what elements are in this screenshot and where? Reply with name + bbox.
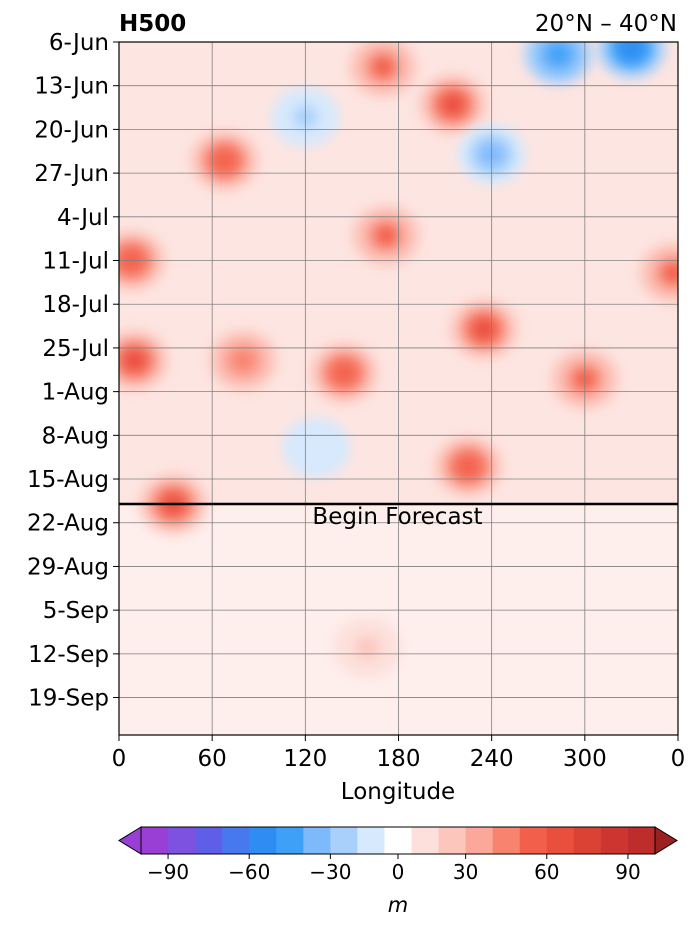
anomaly-blob [122,349,147,372]
colorbar-segment [492,827,521,854]
anomaly-field [119,42,678,735]
colorbar-label: m [388,893,408,917]
x-axis: 0 60 120 180 240 300 0 [112,735,686,772]
y-axis: 6-Jun 13-Jun 20-Jun 27-Jun 4-Jul 11-Jul 18-Jul… [27,30,119,712]
colorbar-segment [141,827,169,854]
x-axis-label: Longitude [341,779,455,805]
colorbar-tick-label: 60 [534,860,559,884]
anomaly-blob [304,436,329,459]
colorbar-segment [276,827,304,854]
y-tick-label: 15-Aug [27,467,109,493]
colorbar-tick-label: 30 [453,860,478,884]
colorbar-segment [438,827,467,854]
y-tick-label: 18-Jul [42,292,109,318]
y-tick-label: 4-Jul [57,205,109,231]
begin-forecast-label: Begin Forecast [312,504,482,530]
anomaly-blob [546,43,571,66]
plot-area: Begin Forecast [118,41,679,736]
anomaly-blob [471,318,496,341]
y-tick-label: 25-Jul [42,336,109,362]
colorbar-segment [330,827,358,854]
y-tick-label: 12-Sep [28,642,109,668]
anomaly-blob [332,361,357,384]
colorbar-segment [222,827,250,854]
colorbar-segment [303,827,331,854]
colorbar-segment [384,827,413,854]
x-tick-label: 240 [470,746,514,772]
x-tick-label: 0 [671,746,686,772]
x-tick-label: 180 [377,746,421,772]
chart-title-right: 20°N – 40°N [535,11,677,37]
colorbar-segment [465,827,494,854]
y-tick-label: 19-Sep [28,686,109,712]
y-tick-label: 29-Aug [27,554,109,580]
x-tick-label: 120 [283,746,327,772]
y-tick-label: 20-Jun [34,117,109,143]
y-tick-label: 22-Aug [27,511,109,537]
x-tick-label: 300 [563,746,607,772]
colorbar-tick-label: −90 [147,860,189,884]
y-tick-label: 13-Jun [34,74,109,100]
y-tick-label: 5-Sep [43,598,109,624]
colorbar-tick-label: −30 [309,860,351,884]
colorbar-segment [411,827,440,854]
colorbar-segment [519,827,548,854]
colorbar-segment [249,827,277,854]
colorbar: −90 −60 −30 0 30 60 90 [118,826,678,884]
anomaly-blob [456,455,481,478]
y-tick-label: 11-Jul [42,249,109,275]
anomaly-blob [370,55,395,78]
y-tick-label: 1-Aug [42,380,109,406]
y-tick-label: 6-Jun [49,30,109,56]
chart-title-left: H500 [119,11,186,37]
colorbar-segment [195,827,223,854]
anomaly-blob [619,42,644,60]
x-tick-label: 60 [198,746,227,772]
anomaly-blob [231,349,256,372]
anomaly-blob [355,636,380,659]
colorbar-segment [600,827,629,854]
anomaly-blob [374,224,399,247]
y-tick-label: 27-Jun [34,161,109,187]
colorbar-segment [357,827,385,854]
colorbar-segment [573,827,602,854]
anomaly-blob [661,262,678,284]
x-tick-label: 0 [112,746,127,772]
anomaly-blob [212,149,237,172]
colorbar-extend-max [654,826,678,855]
colorbar-segment [627,827,656,854]
colorbar-tick-label: 0 [392,860,405,884]
anomaly-blob [440,93,465,116]
colorbar-segment [546,827,575,854]
colorbar-tick-label: 90 [615,860,640,884]
y-tick-label: 8-Aug [42,423,109,449]
colorbar-tick-label: −60 [228,860,270,884]
colorbar-segment [168,827,196,854]
colorbar-extend-min [118,826,142,855]
